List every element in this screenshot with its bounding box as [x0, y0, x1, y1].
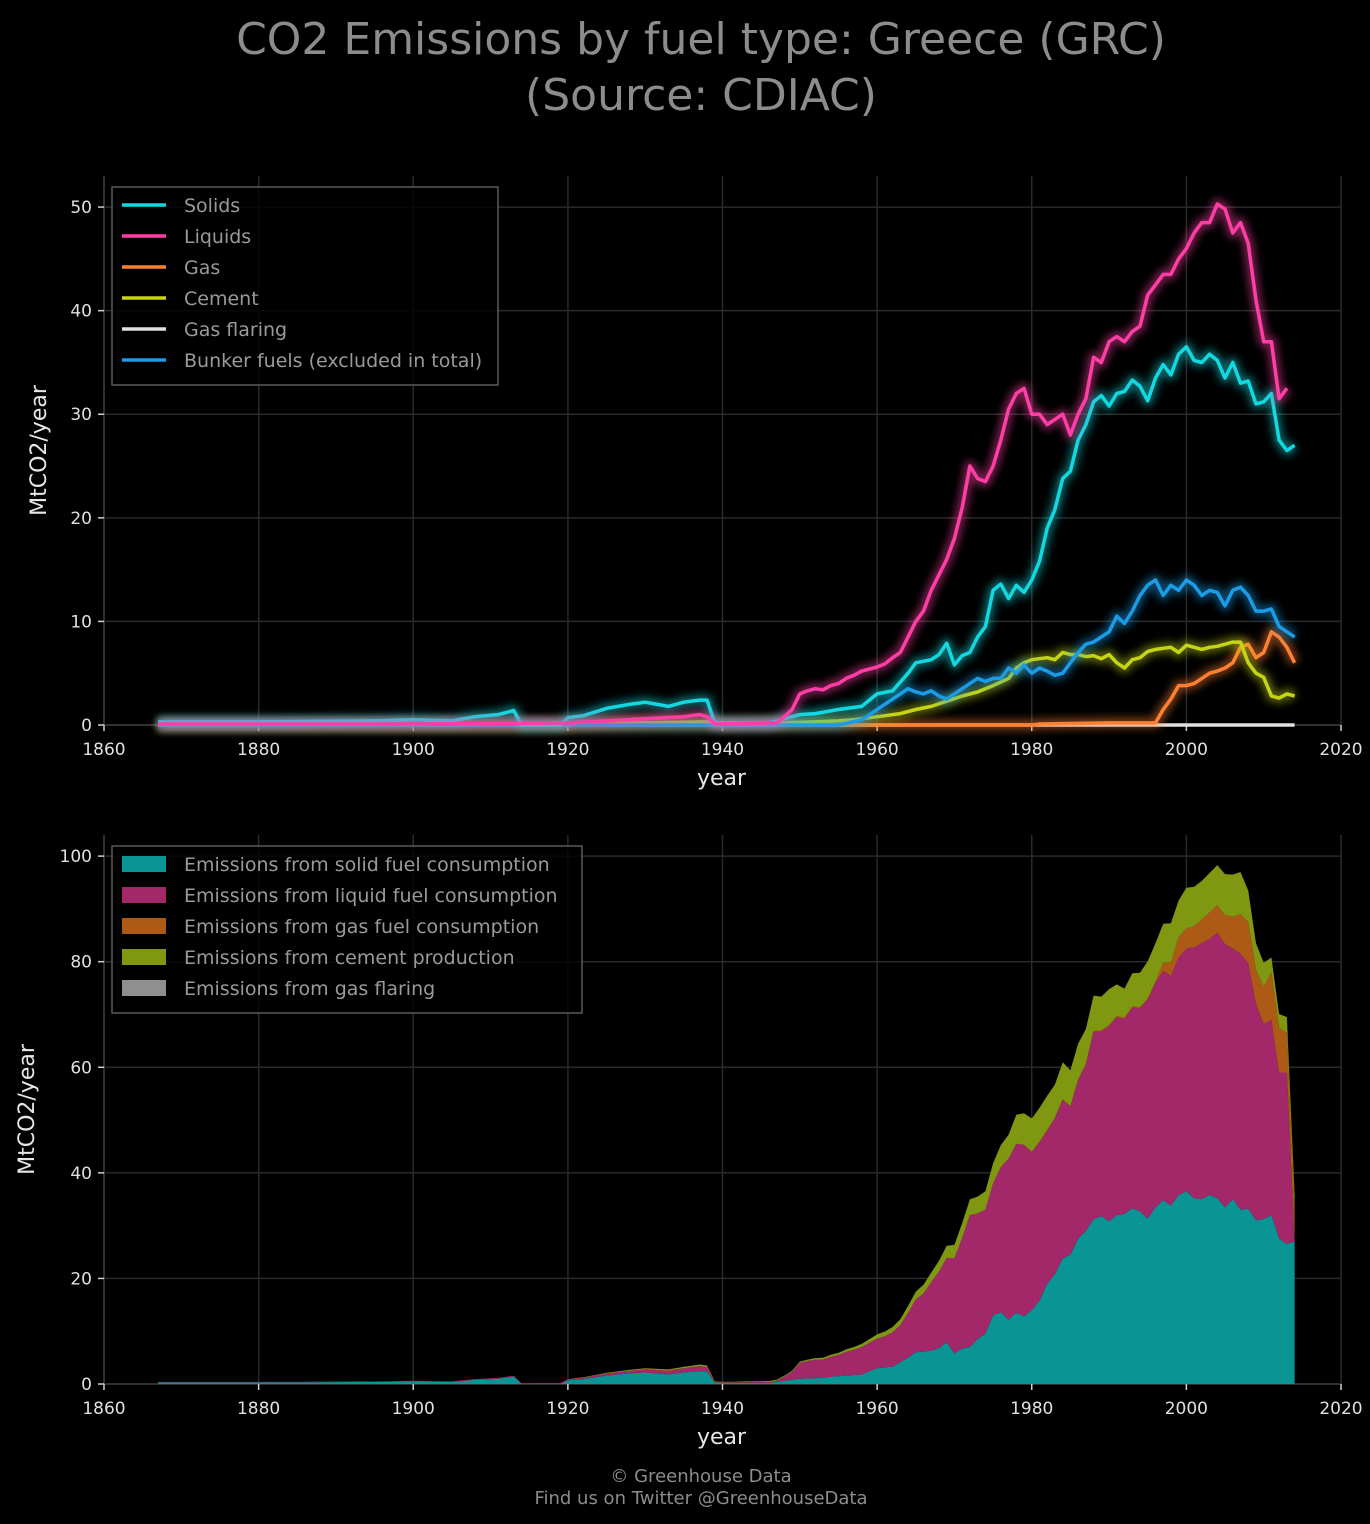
- bottom-legend-swatch: [122, 887, 166, 903]
- bottom-x-tick-label: 2020: [1319, 1399, 1362, 1419]
- bottom-legend-swatch: [122, 918, 166, 934]
- series-bunker-fuels-excluded-in-total: [158, 574, 1298, 731]
- series-glow-bunker-fuels-excluded-in-total: [158, 574, 1298, 731]
- bottom-y-tick-label: 60: [70, 1058, 92, 1078]
- top-legend-label: Bunker fuels (excluded in total): [184, 350, 482, 372]
- top-x-tick-label: 1920: [546, 740, 589, 760]
- bottom-legend-frame: [111, 845, 583, 1014]
- bottom-x-tick-label: 1880: [237, 1399, 280, 1419]
- bottom-x-tick-label: 1860: [82, 1399, 125, 1419]
- top-x-tick-label: 1860: [82, 740, 125, 760]
- top-legend-label: Liquids: [184, 226, 251, 248]
- series-line-cement: [158, 640, 1296, 727]
- bottom-legend-label: Emissions from gas flaring: [184, 978, 435, 1000]
- series-glow-cement: [158, 636, 1297, 731]
- top-x-tick-label: 2020: [1319, 740, 1362, 760]
- bottom-x-tick-label: 1920: [546, 1399, 589, 1419]
- top-y-axis-label: MtCO2/year: [27, 384, 52, 516]
- top-y-tick-label: 20: [70, 509, 92, 529]
- top-legend-label: Cement: [184, 288, 259, 310]
- stacked-area-chart-panel: 1860 1880 1900 1920 1940 1960 1980 2000 2020 0 20 4…: [15, 835, 1363, 1450]
- area-emissions-from-gas-fuel-consumption: [158, 905, 1295, 1384]
- bottom-legend-label: Emissions from gas fuel consumption: [184, 916, 539, 938]
- bottom-legend-label: Emissions from cement production: [184, 947, 515, 969]
- series-line-solids: [158, 345, 1296, 727]
- series-solids: [158, 341, 1298, 731]
- bottom-x-tick-label: 1900: [392, 1399, 435, 1419]
- top-x-tick-label: 1880: [237, 740, 280, 760]
- top-x-tick-label: 1940: [701, 740, 744, 760]
- twitter-footer: Find us on Twitter @GreenhouseData: [534, 1488, 867, 1509]
- bottom-x-tick-label: 1940: [701, 1399, 744, 1419]
- bottom-legend-label: Emissions from solid fuel consumption: [184, 854, 550, 876]
- series-gas: [158, 626, 1300, 731]
- bottom-legend-swatch: [122, 949, 166, 965]
- bottom-y-tick-label: 0: [81, 1375, 92, 1395]
- top-x-axis-label: year: [697, 766, 747, 791]
- top-legend-label: Gas: [184, 257, 220, 279]
- top-x-tick-label: 1900: [392, 740, 435, 760]
- chart-title-line-2: (Source: CDIAC): [525, 70, 877, 121]
- top-y-tick-label: 10: [70, 612, 92, 632]
- top-y-tick-label: 50: [70, 198, 92, 218]
- bottom-legend-swatch: [122, 980, 166, 996]
- bottom-legend-swatch: [122, 856, 166, 872]
- area-emissions-from-solid-fuel-consumption: [158, 1191, 1295, 1384]
- top-legend-label: Gas flaring: [184, 319, 287, 341]
- bottom-y-tick-label: 80: [70, 953, 92, 973]
- area-emissions-from-cement-production: [158, 865, 1295, 1384]
- top-y-tick-label: 0: [81, 716, 92, 736]
- bottom-x-axis-label: year: [697, 1425, 747, 1450]
- top-legend-label: Solids: [184, 195, 240, 217]
- top-y-tick-label: 30: [70, 405, 92, 425]
- line-chart-panel: 1860 1880 1900 1920 1940 1960 1980 2000 2020 0 10 2…: [27, 176, 1363, 791]
- series-liquids: [158, 198, 1292, 730]
- top-y-tick-label: 40: [70, 302, 92, 322]
- bottom-legend-label: Emissions from liquid fuel consumption: [184, 885, 558, 907]
- bottom-y-tick-label: 100: [60, 847, 92, 867]
- copyright-footer: © Greenhouse Data: [610, 1466, 791, 1487]
- bottom-y-tick-label: 40: [70, 1164, 92, 1184]
- chart-title-line-1: CO2 Emissions by fuel type: Greece (GRC): [236, 14, 1166, 65]
- bottom-y-axis-label: MtCO2/year: [15, 1043, 40, 1175]
- bottom-y-tick-label: 20: [70, 1269, 92, 1289]
- top-legend-frame: [111, 186, 499, 386]
- top-x-tick-label: 2000: [1165, 740, 1208, 760]
- series-line-liquids: [158, 202, 1289, 726]
- top-x-tick-label: 1980: [1010, 740, 1053, 760]
- bottom-x-tick-label: 1960: [855, 1399, 898, 1419]
- series-line-bunker-fuels-excluded-in-total: [158, 578, 1296, 727]
- series-cement: [158, 636, 1297, 731]
- top-x-tick-label: 1960: [855, 740, 898, 760]
- series-glow-gas: [158, 626, 1300, 731]
- series-line-gas: [158, 630, 1297, 727]
- bottom-x-tick-label: 1980: [1010, 1399, 1053, 1419]
- area-emissions-from-liquid-fuel-consumption: [158, 932, 1295, 1384]
- bottom-x-tick-label: 2000: [1165, 1399, 1208, 1419]
